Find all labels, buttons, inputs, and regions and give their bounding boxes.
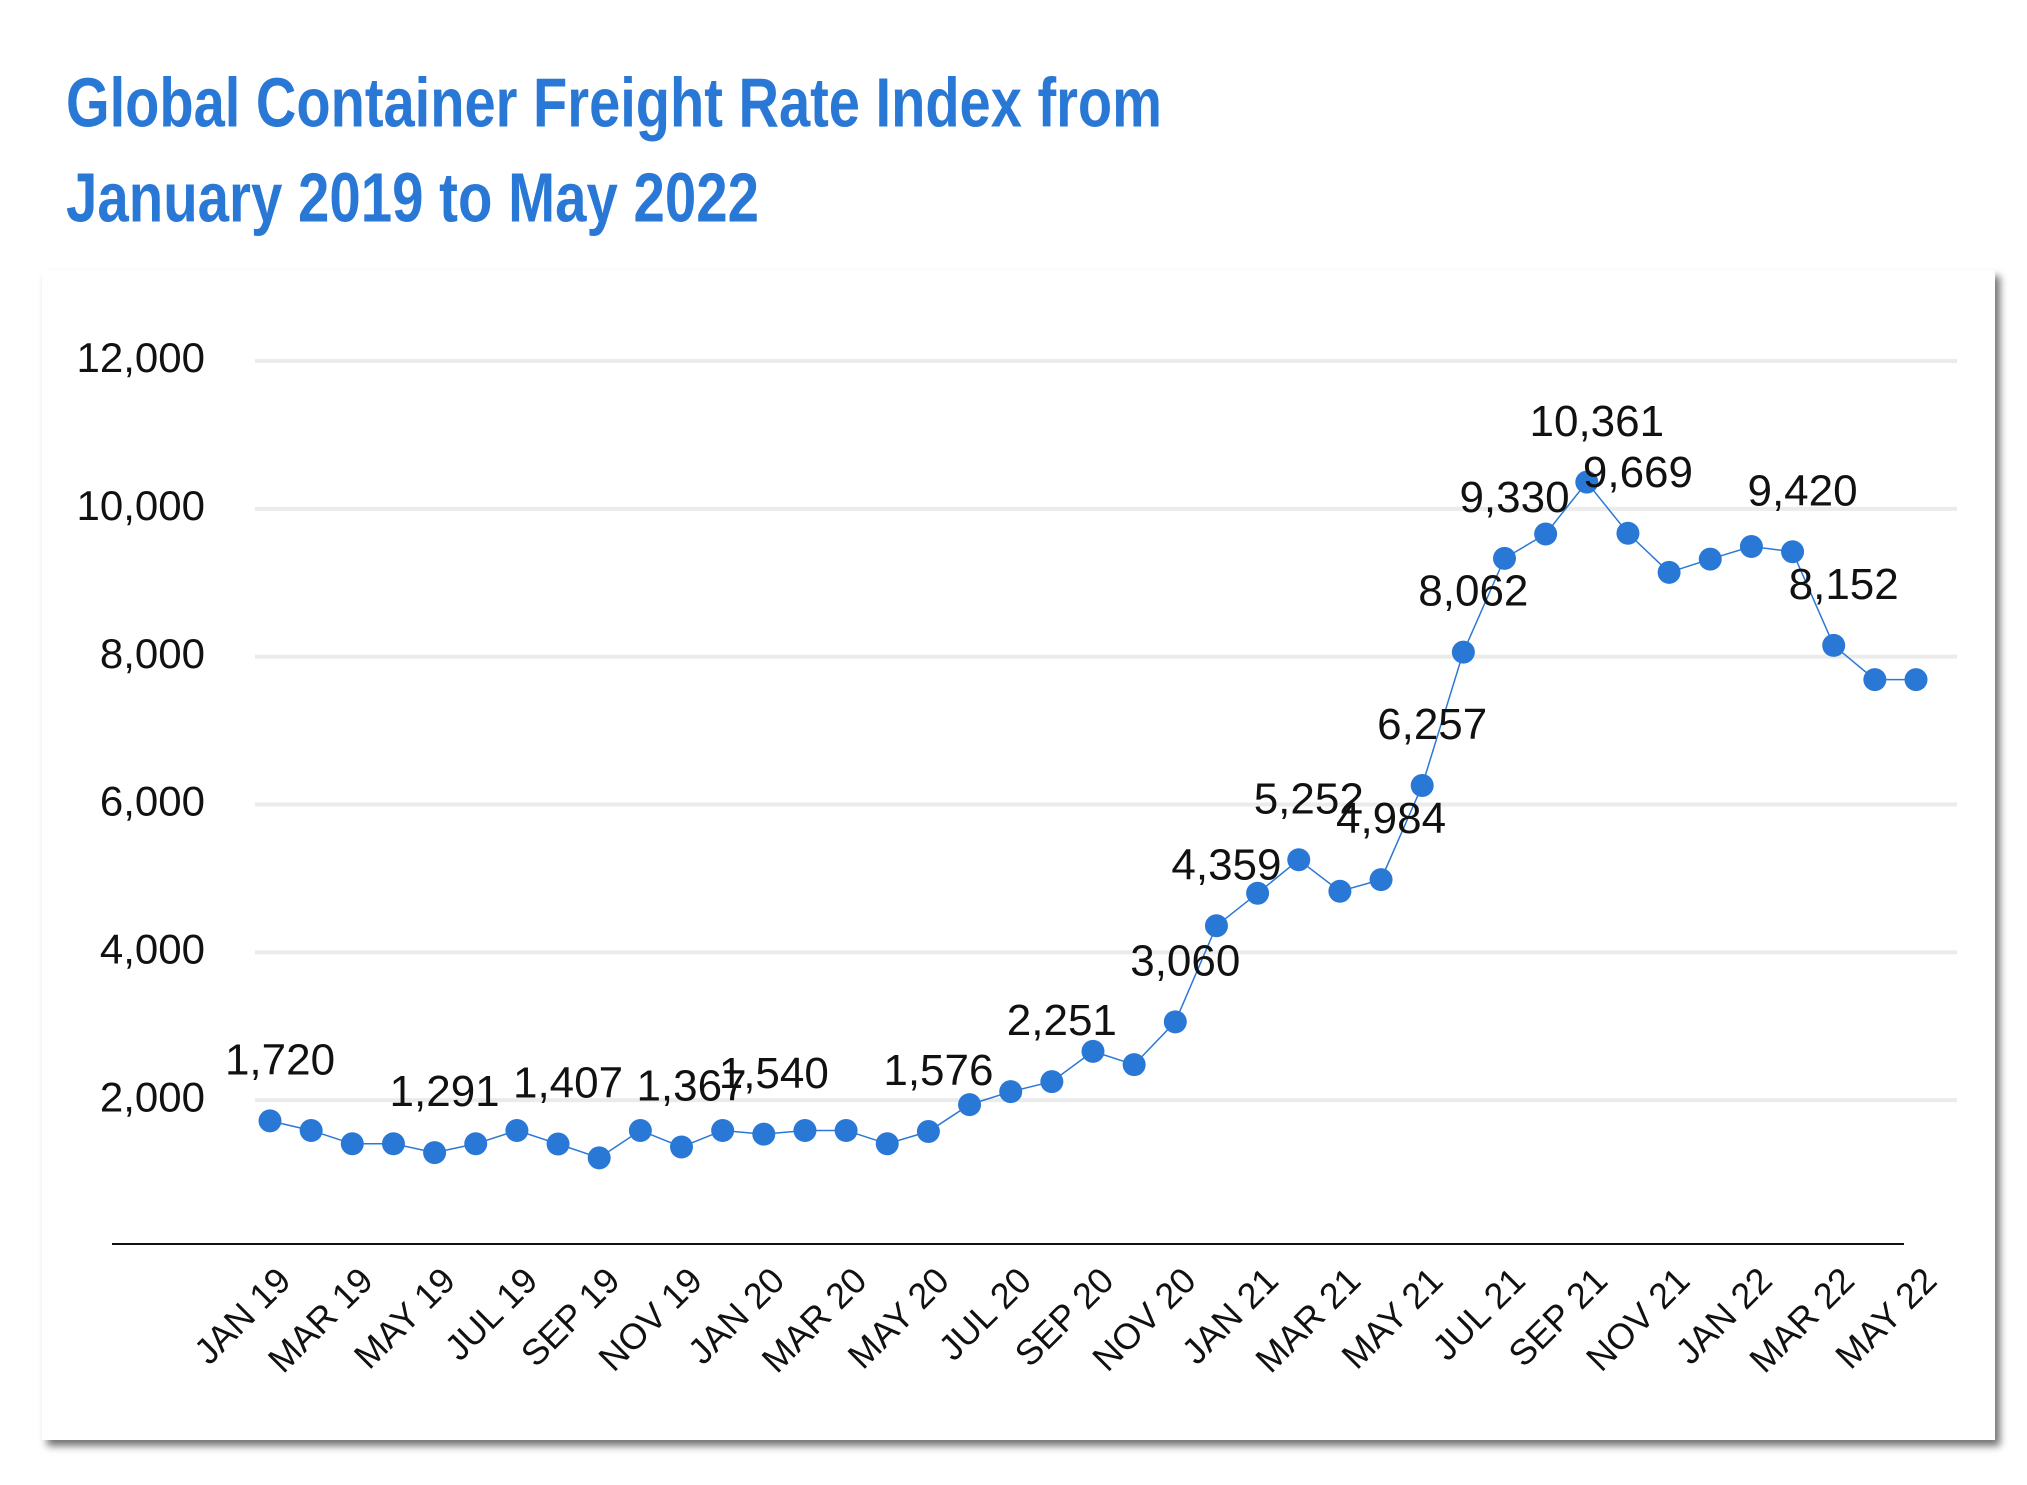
data-label: 1,540 (719, 1049, 829, 1098)
y-tick-label: 10,000 (77, 482, 205, 529)
point (1369, 868, 1393, 892)
point (1698, 547, 1722, 571)
point (1904, 668, 1928, 692)
point (1575, 470, 1599, 494)
point (711, 1118, 735, 1142)
point (1451, 640, 1475, 664)
data-label: 9,420 (1747, 466, 1857, 515)
point (1657, 560, 1681, 584)
point (1163, 1010, 1187, 1034)
point (505, 1118, 529, 1142)
point (628, 1118, 652, 1142)
point (1863, 668, 1887, 692)
y-tick-label: 12,000 (77, 334, 205, 381)
point (1410, 774, 1434, 798)
point (1287, 848, 1311, 872)
chart-title: Global Container Freight Rate Index from (66, 63, 1162, 141)
point (1328, 879, 1352, 903)
data-label: 8,062 (1418, 567, 1528, 616)
y-tick-label: 2,000 (100, 1073, 205, 1120)
chart-card (42, 270, 1995, 1440)
point (464, 1132, 488, 1156)
data-label: 1,367 (636, 1062, 746, 1111)
data-label: 5,252 (1254, 774, 1364, 823)
point (1122, 1053, 1146, 1077)
data-label: 8,152 (1789, 560, 1899, 609)
point (340, 1132, 364, 1156)
data-label: 1,576 (883, 1046, 993, 1095)
point (258, 1109, 282, 1133)
data-label: 1,407 (513, 1059, 623, 1108)
point (423, 1141, 447, 1165)
point (1081, 1039, 1105, 1063)
point (1246, 881, 1270, 905)
point (1040, 1070, 1064, 1094)
data-label: 10,361 (1530, 397, 1665, 446)
data-label: 2,251 (1007, 996, 1117, 1045)
data-label: 4,359 (1171, 840, 1281, 889)
point (1534, 522, 1558, 546)
point (546, 1132, 570, 1156)
y-tick-label: 6,000 (100, 778, 205, 825)
chart-title: January 2019 to May 2022 (66, 158, 759, 236)
data-label: 1,291 (390, 1067, 500, 1116)
y-tick-label: 8,000 (100, 630, 205, 677)
data-label: 6,257 (1377, 700, 1487, 749)
point (875, 1132, 899, 1156)
point (834, 1118, 858, 1142)
point (587, 1146, 611, 1170)
point (916, 1120, 940, 1144)
data-label: 9,669 (1583, 448, 1693, 497)
point (999, 1080, 1023, 1104)
point (299, 1118, 323, 1142)
point (670, 1135, 693, 1159)
point (752, 1122, 776, 1146)
data-label: 1,720 (225, 1035, 335, 1084)
point (1739, 535, 1763, 559)
point (793, 1118, 817, 1142)
point (1781, 540, 1805, 564)
point (1493, 546, 1516, 570)
data-label: 4,984 (1336, 794, 1446, 843)
point (958, 1093, 982, 1117)
data-label: 9,330 (1459, 473, 1569, 522)
point (1204, 914, 1228, 938)
point (381, 1132, 405, 1156)
point (1616, 521, 1640, 545)
y-tick-label: 4,000 (100, 925, 205, 972)
point (1822, 633, 1846, 657)
data-label: 3,060 (1130, 936, 1240, 985)
